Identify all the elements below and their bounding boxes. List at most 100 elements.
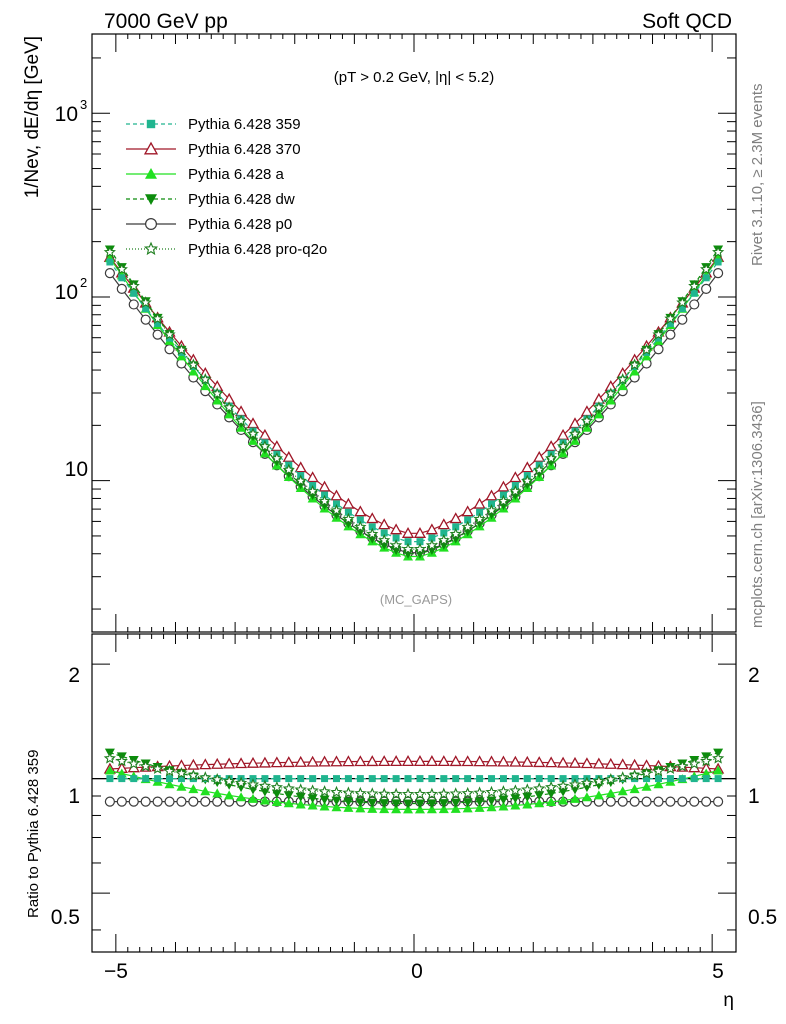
ratio-point-pythia-6-428-359 <box>547 775 555 783</box>
ytick-ratio-1: 1 <box>68 785 80 808</box>
data-point-pythia-6-428-370 <box>556 428 570 440</box>
ratio-point-pythia-6-428-pro-q2o <box>151 762 164 774</box>
ratio-point-pythia-6-428-a <box>713 765 724 775</box>
data-point-pythia-6-428-pro-q2o <box>712 245 725 258</box>
mcplots-label: mcplots.cern.ch [arXiv:1306.3436] <box>749 401 766 628</box>
ratio-point-pythia-6-428-359 <box>332 775 340 783</box>
data-point-pythia-6-428-p0 <box>104 267 115 279</box>
ratio-point-pythia-6-428-dw <box>343 797 354 807</box>
ratio-point-pythia-6-428-pro-q2o <box>127 757 140 769</box>
data-point-pythia-6-428-pro-q2o <box>449 527 462 540</box>
data-point-pythia-6-428-359 <box>356 516 364 524</box>
data-point-pythia-6-428-pro-q2o <box>199 373 212 385</box>
ratio-point-pythia-6-428-pro-q2o <box>700 754 713 767</box>
ytick-main-10: 10 <box>65 458 88 481</box>
ratio-point-pythia-6-428-a <box>271 796 282 806</box>
ratio-point-pythia-6-428-359 <box>702 775 710 783</box>
ratio-point-pythia-6-428-pro-q2o <box>199 771 212 783</box>
ratio-point-pythia-6-428-p0 <box>140 796 151 807</box>
ratio-point-pythia-6-428-359 <box>523 775 531 783</box>
ratio-point-pythia-6-428-p0 <box>164 796 175 807</box>
data-point-pythia-6-428-pro-q2o <box>413 542 427 555</box>
ratio-point-pythia-6-428-a <box>653 779 664 789</box>
data-point-pythia-6-428-pro-q2o <box>211 387 224 399</box>
ytick-ratio-0.5: 0.5 <box>51 906 80 929</box>
ratio-line-pythia-6-428-pro-q2o <box>109 757 719 795</box>
ratio-point-pythia-6-428-359 <box>166 775 174 783</box>
ratio-point-pythia-6-428-359 <box>643 775 651 783</box>
data-point-pythia-6-428-pro-q2o <box>437 533 450 546</box>
ratio-point-pythia-6-428-a <box>319 801 330 811</box>
main-series-group <box>103 245 725 561</box>
data-point-pythia-6-428-pro-q2o <box>497 494 510 507</box>
data-point-pythia-6-428-p0 <box>689 299 700 310</box>
ratio-point-pythia-6-428-dw <box>283 791 294 801</box>
ratio-point-pythia-6-428-p0 <box>116 796 127 807</box>
data-point-pythia-6-428-370 <box>413 526 427 538</box>
ratio-point-pythia-6-428-pro-q2o <box>509 784 522 796</box>
rivet-version-label: Rivet 3.1.10, ≥ 2.3M events <box>749 84 766 267</box>
data-point-pythia-6-428-pro-q2o <box>151 312 164 324</box>
ratio-point-pythia-6-428-a <box>522 799 533 809</box>
ratio-point-pythia-6-428-a <box>617 786 628 796</box>
ratio-point-pythia-6-428-pro-q2o <box>425 787 438 800</box>
data-point-pythia-6-428-370 <box>401 526 415 538</box>
data-point-pythia-6-428-359 <box>428 534 436 542</box>
data-point-pythia-6-428-p0 <box>677 314 688 325</box>
ratio-point-pythia-6-428-370 <box>378 755 391 767</box>
legend-label-pythia-6-428-359: Pythia 6.428 359 <box>188 116 301 133</box>
data-point-pythia-6-428-pro-q2o <box>592 401 605 413</box>
ratio-point-pythia-6-428-dw <box>355 798 366 808</box>
ratio-point-pythia-6-428-370 <box>461 755 474 767</box>
ratio-point-pythia-6-428-p0 <box>152 796 163 807</box>
ratio-point-pythia-6-428-p0 <box>653 796 664 807</box>
data-point-pythia-6-428-pro-q2o <box>378 533 391 546</box>
ratio-point-pythia-6-428-a <box>367 803 378 813</box>
ratio-point-pythia-6-428-359 <box>678 775 686 783</box>
ratio-point-pythia-6-428-370 <box>318 755 331 767</box>
ratio-point-pythia-6-428-a <box>438 804 449 814</box>
ratio-point-pythia-6-428-370 <box>223 757 236 769</box>
data-point-pythia-6-428-pro-q2o <box>175 343 188 356</box>
legend-marker-pythia-6-428-370 <box>143 141 159 155</box>
ratio-point-pythia-6-428-dw <box>379 799 390 809</box>
ratio-point-pythia-6-428-a <box>248 793 258 803</box>
series-line-pythia-6-428-p0 <box>109 272 719 554</box>
ratio-point-pythia-6-428-370 <box>556 756 570 768</box>
data-point-pythia-6-428-359 <box>392 534 400 542</box>
data-point-pythia-6-428-359 <box>380 529 388 537</box>
ratio-point-pythia-6-428-359 <box>380 775 388 783</box>
data-point-pythia-6-428-p0 <box>140 314 151 325</box>
series-line-pythia-6-428-370 <box>109 256 719 534</box>
ratio-line-pythia-6-428-a <box>109 769 719 810</box>
ratio-point-pythia-6-428-pro-q2o <box>115 754 128 767</box>
ratio-point-pythia-6-428-pro-q2o <box>604 773 617 785</box>
ratio-point-pythia-6-428-dw <box>462 798 473 808</box>
xtick-0: 0 <box>411 960 423 983</box>
data-point-pythia-6-428-pro-q2o <box>103 245 116 258</box>
ratio-point-pythia-6-428-dw <box>534 791 545 801</box>
ratio-point-pythia-6-428-359 <box>285 775 293 783</box>
ratio-point-pythia-6-428-dw <box>474 797 485 807</box>
ratio-point-pythia-6-428-359 <box>261 775 269 783</box>
ratio-point-pythia-6-428-359 <box>177 775 185 783</box>
ratio-point-pythia-6-428-p0 <box>104 796 115 807</box>
ratio-point-pythia-6-428-359 <box>356 775 364 783</box>
ratio-point-pythia-6-428-a <box>534 798 545 808</box>
ratio-point-pythia-6-428-dw <box>486 796 497 806</box>
ratio-point-pythia-6-428-pro-q2o <box>103 751 116 764</box>
ratio-point-pythia-6-428-pro-q2o <box>413 787 427 800</box>
data-point-pythia-6-428-pro-q2o <box>127 279 140 292</box>
data-point-pythia-6-428-359 <box>118 274 126 282</box>
ratio-point-pythia-6-428-359 <box>273 775 281 783</box>
ratio-point-pythia-6-428-370 <box>616 758 629 770</box>
data-point-pythia-6-428-pro-q2o <box>115 262 128 275</box>
ratio-point-pythia-6-428-370 <box>246 756 260 768</box>
data-point-pythia-6-428-p0 <box>128 299 139 310</box>
data-point-pythia-6-428-359 <box>714 258 722 266</box>
ratio-point-pythia-6-428-p0 <box>188 796 199 807</box>
ratio-point-pythia-6-428-p0 <box>128 796 139 807</box>
ratio-point-pythia-6-428-a <box>641 781 652 791</box>
ratio-point-pythia-6-428-pro-q2o <box>366 787 379 799</box>
ratio-point-pythia-6-428-dw <box>319 795 330 805</box>
